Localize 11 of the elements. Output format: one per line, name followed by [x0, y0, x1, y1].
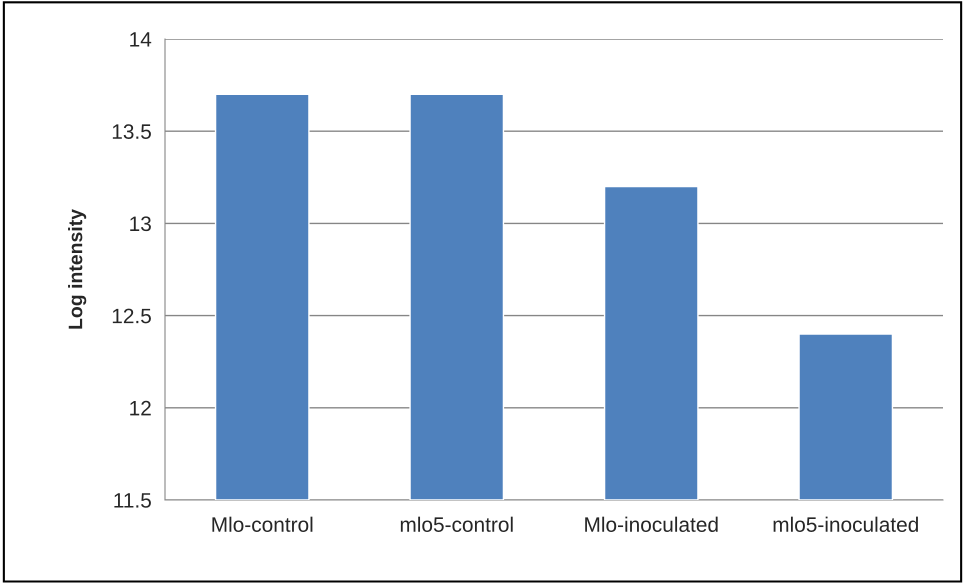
x-tick-label: mlo5-control	[400, 516, 513, 532]
y-tick-label: 12	[130, 400, 151, 416]
y-tick-label: 11.5	[114, 493, 151, 508]
x-tick-label: mlo5-inoculated	[774, 516, 918, 532]
y-tick-label: 12.5	[112, 308, 151, 324]
y-tick-label: 14	[130, 32, 152, 47]
y-tick-label: 13.5	[112, 124, 151, 139]
x-tick-label: Mlo-inoculated	[585, 516, 718, 532]
y-axis-title: Log intensity	[68, 209, 86, 329]
y-tick-label: 13	[130, 216, 151, 232]
x-tick-label: Mlo-control	[212, 516, 312, 532]
